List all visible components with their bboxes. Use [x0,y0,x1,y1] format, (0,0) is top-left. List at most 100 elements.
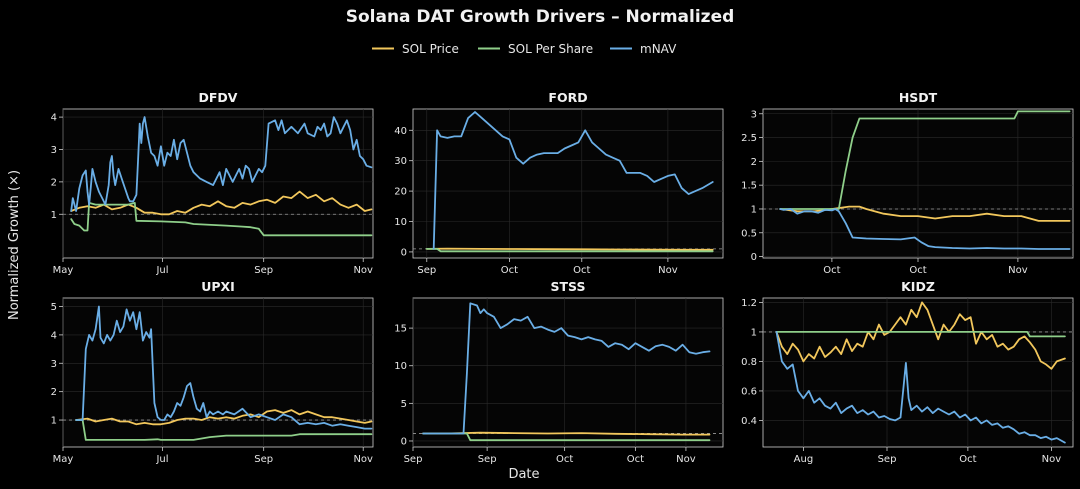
y-tick-label: 15 [394,324,407,335]
subplot-title: FORD [548,90,587,105]
legend-label-sol-price: SOL Price [402,42,459,56]
y-tick-label: 0 [751,252,757,263]
chart-layer: May Jul Sep Nov 1 2 3 4 5 [51,298,373,465]
x-tick-label: Sep [404,454,423,465]
x-tick-label: Sep [878,454,897,465]
series-line-sol-price [75,409,373,426]
series-line-mnav [75,305,373,430]
y-tick-label: 2.5 [741,133,757,144]
subplot-upxi: UPXI May Jul Sep Nov 1 2 3 4 5 [51,279,374,465]
series-line-mnav [775,330,1066,444]
x-tick-label: Oct [959,454,976,465]
chart-layer: Sep Sep Oct Oct Nov 0 5 10 15 [394,298,723,465]
x-tick-label: Oct [556,454,573,465]
x-tick-label: Nov [658,265,678,276]
x-tick-label: May [53,454,74,465]
series-line-mnav [432,111,714,250]
x-tick-label: Sep [254,454,273,465]
subplot-dfdv: DFDV May Jul Sep Nov 1 2 3 4 [51,90,374,276]
series-line-sol-price [70,190,373,216]
y-tick-label: 2 [51,177,57,188]
chart-layer: Sep Oct Oct Nov 0 10 20 30 40 [394,109,723,276]
subplot-kidz: KIDZ Aug Sep Oct Nov 0.4 0.6 0.8 1 1.2 [741,279,1074,465]
x-tick-label: Nov [676,454,696,465]
y-tick-label: 1.2 [741,298,757,309]
y-tick-label: 3 [51,359,57,370]
subplot-title: HSDT [899,90,938,105]
y-tick-label: 1.5 [741,181,757,192]
y-tick-label: 4 [51,330,57,341]
series-line-sol-per-share [425,247,714,253]
y-tick-label: 0.4 [741,416,757,427]
y-tick-label: 3 [51,145,57,156]
x-tick-label: Sep [478,454,497,465]
subplot-title: UPXI [201,279,235,294]
subplot-title: STSS [551,279,586,294]
plot-area [412,108,724,259]
chart-layer: May Jul Sep Nov 1 2 3 4 [51,109,373,276]
series-line-sol-price [775,301,1066,370]
y-tick-label: 3 [751,109,757,120]
x-tick-label: Jul [155,454,168,465]
series-line-sol-per-share [70,201,373,237]
series-line-mnav [779,208,1071,250]
series-line-sol-price [425,247,714,251]
y-tick-label: 10 [394,217,407,228]
series-line-sol-per-share [779,110,1071,210]
x-axis-label: Date [508,467,539,482]
x-tick-label: Oct [823,265,840,276]
y-tick-label: 0 [401,436,407,447]
legend-label-sol-per-share: SOL Per Share [508,42,593,56]
x-tick-label: Nov [353,454,373,465]
legend: SOL Price SOL Per Share mNAV [372,42,677,56]
x-tick-label: Oct [627,454,644,465]
y-tick-label: 40 [394,126,407,137]
y-tick-label: 20 [394,187,407,198]
x-tick-label: Sep [254,265,273,276]
x-tick-label: Aug [794,454,814,465]
y-tick-label: 5 [51,302,57,313]
series-line-sol-per-share [775,330,1066,338]
x-tick-label: Oct [573,265,590,276]
legend-label-mnav: mNAV [640,42,677,56]
y-tick-label: 1 [751,327,757,338]
y-tick-label: 10 [394,361,407,372]
plot-area [762,297,1074,448]
series-line-mnav [70,116,373,212]
plot-area [62,297,374,448]
x-tick-label: Oct [909,265,926,276]
chart-layer: Aug Sep Oct Nov 0.4 0.6 0.8 1 1.2 [741,298,1073,465]
series-line-mnav [422,302,711,435]
subplot-hsdt: HSDT Oct Oct Nov 0 0.5 1 1.5 2 2.5 3 [741,90,1074,276]
y-tick-label: 0.8 [741,357,757,368]
y-tick-label: 2 [751,157,757,168]
x-tick-label: Nov [353,265,373,276]
y-tick-label: 0 [401,247,407,258]
figure-title: Solana DAT Growth Drivers – Normalized [346,7,735,27]
y-tick-label: 0.5 [741,228,757,239]
subplot-stss: STSS Sep Sep Oct Oct Nov 0 5 10 15 [394,279,724,465]
y-tick-label: 1 [751,204,757,215]
chart-layer: Oct Oct Nov 0 0.5 1 1.5 2 2.5 3 [741,109,1073,276]
subplot-title: DFDV [199,90,238,105]
y-tick-label: 2 [51,387,57,398]
series-line-sol-per-share [75,419,373,441]
series-line-sol-per-share [422,432,711,442]
x-tick-label: Nov [1008,265,1028,276]
x-tick-label: Oct [501,265,518,276]
y-tick-label: 5 [401,399,407,410]
x-tick-label: Jul [155,265,168,276]
plot-area [412,297,724,448]
subplot-ford: FORD Sep Oct Oct Nov 0 10 20 30 40 [394,90,724,276]
y-tick-label: 4 [51,113,57,124]
subplot-title: KIDZ [901,279,935,294]
y-tick-label: 1 [51,416,57,427]
x-tick-label: Nov [1042,454,1062,465]
y-tick-label: 1 [51,210,57,221]
y-tick-label: 30 [394,156,407,167]
y-axis-label: Normalized Growth (×) [7,170,22,320]
y-tick-label: 0.6 [741,386,757,397]
x-tick-label: May [53,265,74,276]
x-tick-label: Sep [417,265,436,276]
